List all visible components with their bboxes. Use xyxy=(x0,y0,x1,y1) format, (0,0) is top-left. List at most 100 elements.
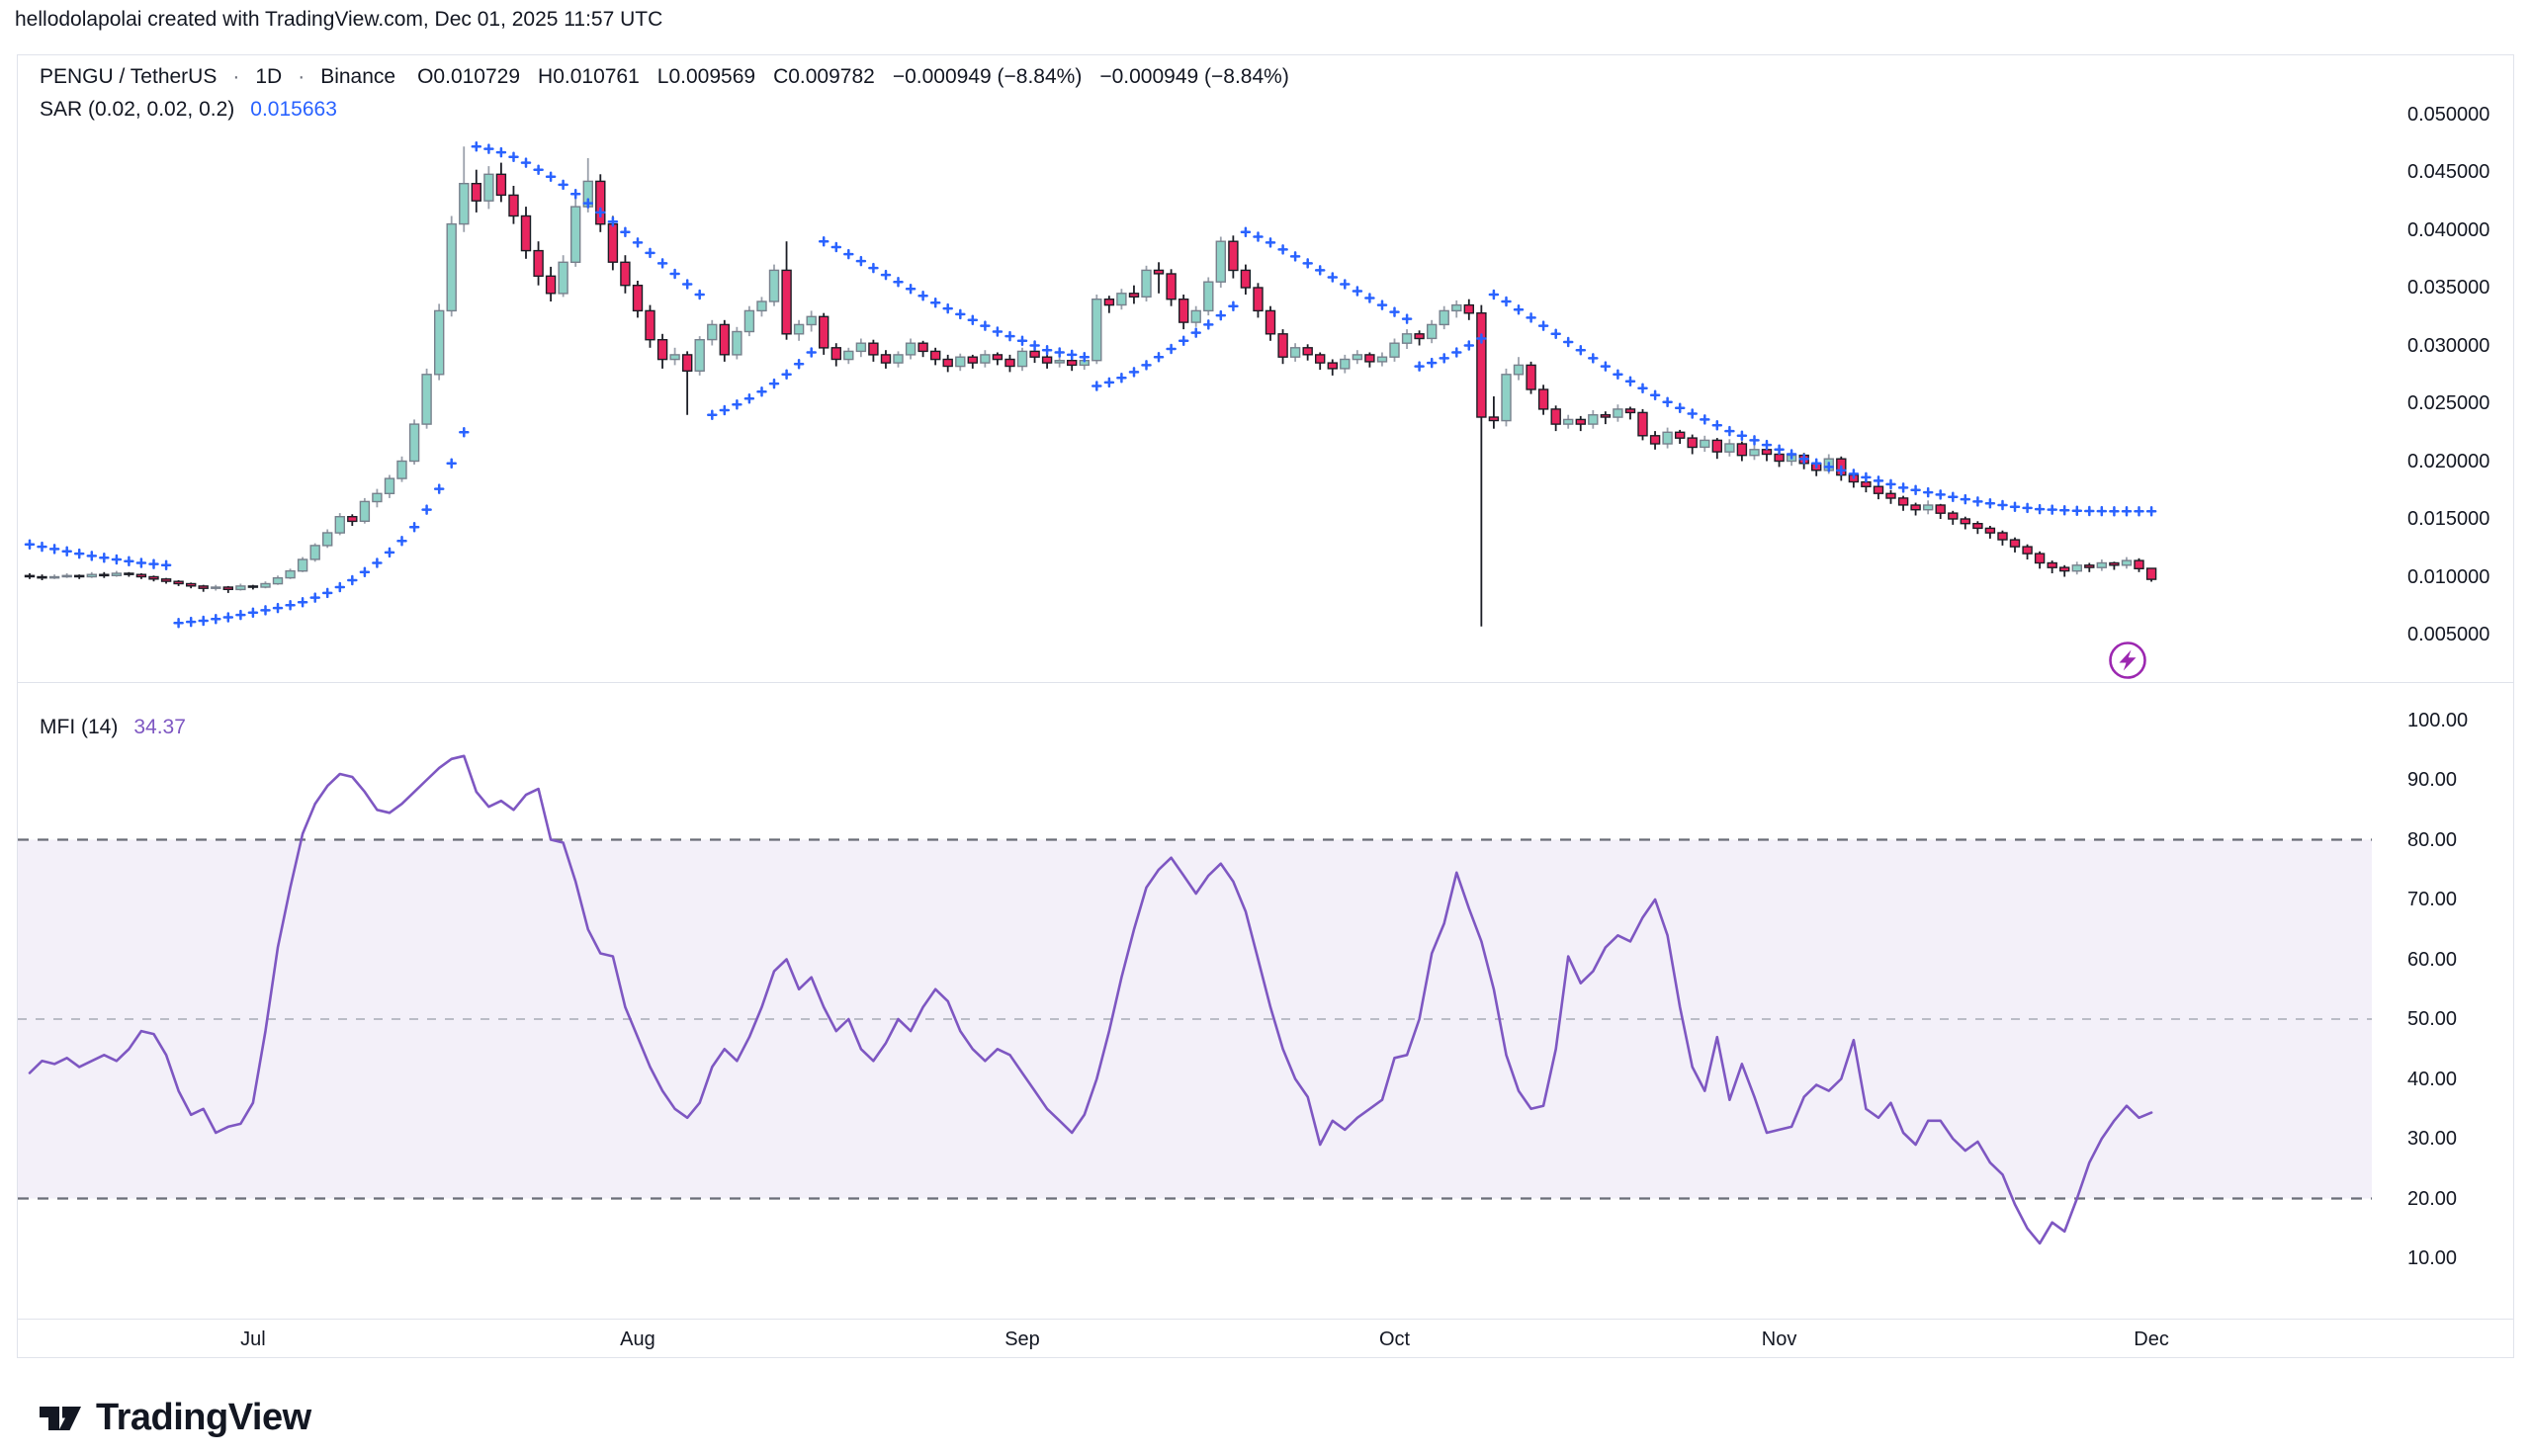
tradingview-logo-link[interactable]: TradingView xyxy=(36,1394,311,1441)
month-label-aug: Aug xyxy=(620,1328,655,1350)
candle xyxy=(1004,358,1015,368)
ohlc-value: −0.000949 (−8.84%) xyxy=(892,65,1083,88)
mfi-axis-label: 90.00 xyxy=(2407,769,2458,791)
ohlc-readout: O0.010729 H0.010761 L0.009569 C0.009782 −0.0… xyxy=(417,65,1289,89)
candle xyxy=(135,573,147,578)
candle xyxy=(1550,408,1561,425)
candle xyxy=(1935,504,1946,514)
candle xyxy=(1749,449,1760,457)
ohlc-value: H0.010761 xyxy=(538,65,640,88)
candle xyxy=(73,574,85,578)
candle xyxy=(682,354,693,372)
candle xyxy=(396,460,407,479)
candle xyxy=(967,356,978,364)
ohlc-value: −0.000949 (−8.84%) xyxy=(1099,65,1289,88)
candle xyxy=(1910,504,1921,511)
candle xyxy=(1526,364,1536,390)
candle xyxy=(942,358,953,368)
candle xyxy=(1376,356,1388,363)
candle xyxy=(595,180,606,225)
candle xyxy=(1054,360,1065,364)
candle xyxy=(1128,293,1140,298)
mfi-axis-label: 60.00 xyxy=(2407,948,2458,971)
candle xyxy=(37,575,47,579)
candle xyxy=(124,572,134,575)
candle xyxy=(570,206,581,264)
candle xyxy=(1873,485,1884,494)
candle xyxy=(1401,333,1413,344)
candle xyxy=(1327,362,1339,370)
price-axis-label: 0.040000 xyxy=(2407,218,2490,241)
candle xyxy=(1972,523,1983,530)
candle xyxy=(1662,431,1673,445)
ohlc-value: L0.009569 xyxy=(656,65,756,88)
chart-widget xyxy=(17,54,2514,1358)
candle xyxy=(297,558,308,572)
mfi-axis-label: 80.00 xyxy=(2407,828,2458,851)
flash-button[interactable] xyxy=(2107,640,2148,681)
mfi-axis-label: 30.00 xyxy=(2407,1128,2458,1150)
candle xyxy=(2071,564,2083,572)
candle xyxy=(1066,360,1078,367)
candle xyxy=(1997,532,2008,541)
candle xyxy=(1537,388,1549,410)
candle xyxy=(930,350,941,361)
legend-separator: · xyxy=(232,65,240,88)
candle xyxy=(1426,323,1438,340)
candle xyxy=(955,356,966,368)
candle xyxy=(272,577,284,585)
mfi-axis-label: 100.00 xyxy=(2407,709,2469,731)
price-axis-label: 0.030000 xyxy=(2407,334,2490,357)
candle xyxy=(2134,559,2144,569)
candle xyxy=(309,545,320,560)
candle xyxy=(459,182,470,225)
candle xyxy=(645,309,655,341)
candle xyxy=(732,330,742,356)
mfi-axis-label: 70.00 xyxy=(2407,889,2458,910)
price-axis-label: 0.050000 xyxy=(2407,103,2490,126)
candle xyxy=(1463,303,1475,314)
candle xyxy=(1451,303,1462,312)
candle xyxy=(533,249,544,278)
ohlc-value: O0.010729 xyxy=(417,65,521,88)
candle xyxy=(992,354,1004,361)
candle xyxy=(334,516,345,534)
candle xyxy=(99,573,110,577)
tradingview-logo-text: TradingView xyxy=(96,1396,311,1438)
candle xyxy=(235,585,246,591)
candle xyxy=(372,492,383,503)
candle xyxy=(86,573,98,578)
candle xyxy=(1613,408,1623,418)
symbol-title: PENGU / TetherUS xyxy=(40,65,218,88)
candle xyxy=(1439,309,1449,326)
candle xyxy=(1562,418,1574,425)
candle xyxy=(1091,299,1102,362)
candle xyxy=(806,315,817,326)
candle xyxy=(111,572,123,576)
candle xyxy=(1575,418,1587,425)
candle xyxy=(2009,539,2021,548)
sar-name: SAR (0.02, 0.02, 0.2) xyxy=(40,98,235,121)
candle xyxy=(2047,561,2057,568)
price-axis-label: 0.010000 xyxy=(2407,565,2490,588)
candle xyxy=(545,275,557,295)
price-axis-label: 0.020000 xyxy=(2407,450,2490,472)
candle xyxy=(1116,293,1127,306)
month-label-sep: Sep xyxy=(1004,1328,1040,1350)
candle xyxy=(173,580,184,585)
candle xyxy=(819,315,829,349)
candle-wicks xyxy=(29,146,2152,627)
mfi-axis-label: 50.00 xyxy=(2407,1008,2458,1030)
lightning-icon xyxy=(2109,642,2146,679)
candle xyxy=(632,285,644,312)
price-pane-legend: PENGU / TetherUS · 1D · Binance O0.01072… xyxy=(40,65,1289,89)
candle xyxy=(1476,312,1487,418)
candle xyxy=(471,182,481,202)
price-axis-label: 0.025000 xyxy=(2407,392,2490,414)
mfi-indicator-legend: MFI (14) 34.37 xyxy=(40,716,186,739)
candle xyxy=(247,585,259,588)
month-label-dec: Dec xyxy=(2134,1328,2169,1350)
mfi-line xyxy=(28,754,2153,1245)
candle xyxy=(148,575,159,580)
